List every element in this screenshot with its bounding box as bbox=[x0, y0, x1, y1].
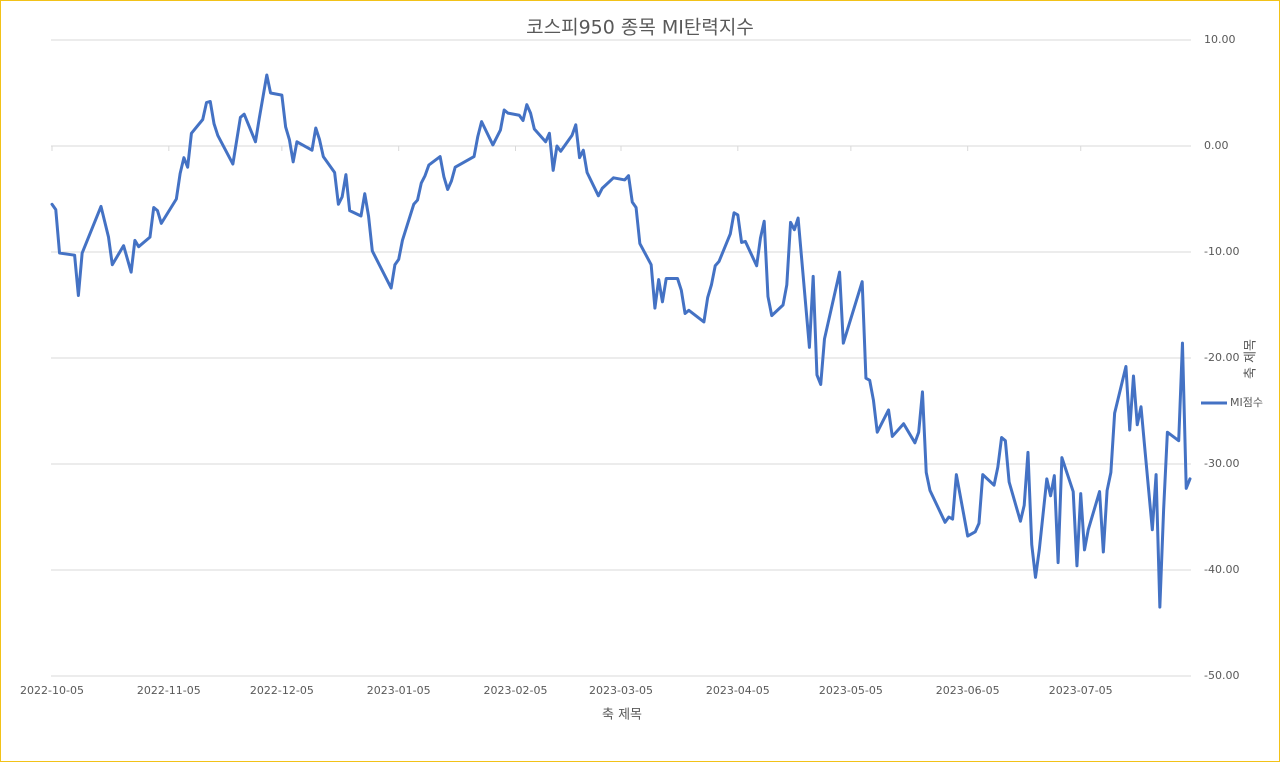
y-tick-label: 0.00 bbox=[1204, 139, 1229, 152]
series-line bbox=[50, 73, 1192, 609]
x-tick-label: 2022-11-05 bbox=[137, 684, 201, 697]
x-tick-label: 2023-07-05 bbox=[1049, 684, 1113, 697]
y-tick-label: 10.00 bbox=[1204, 33, 1236, 46]
x-tick-label: 2023-03-05 bbox=[589, 684, 653, 697]
y-tick-label: -30.00 bbox=[1204, 457, 1239, 470]
x-tick-label: 2023-05-05 bbox=[819, 684, 883, 697]
y-tick-label: -10.00 bbox=[1204, 245, 1239, 258]
y-tick-label: -20.00 bbox=[1204, 351, 1239, 364]
chart-title: 코스피950 종목 MI탄력지수 bbox=[526, 17, 754, 39]
x-tick-label: 2022-10-05 bbox=[20, 684, 84, 697]
x-tick-label: 2023-06-05 bbox=[936, 684, 1000, 697]
x-tick-label: 2023-02-05 bbox=[484, 684, 548, 697]
legend-label: MI점수 bbox=[1230, 396, 1263, 409]
x-axis-title: 축 제목 bbox=[602, 708, 642, 723]
y-axis-title: 축 제목 bbox=[1244, 339, 1259, 379]
y-tick-label: -50.00 bbox=[1204, 669, 1239, 682]
x-tick-label: 2023-04-05 bbox=[706, 684, 770, 697]
y-tick-label: -40.00 bbox=[1204, 563, 1239, 576]
x-tick-label: 2023-01-05 bbox=[367, 684, 431, 697]
x-tick-label: 2022-12-05 bbox=[250, 684, 314, 697]
